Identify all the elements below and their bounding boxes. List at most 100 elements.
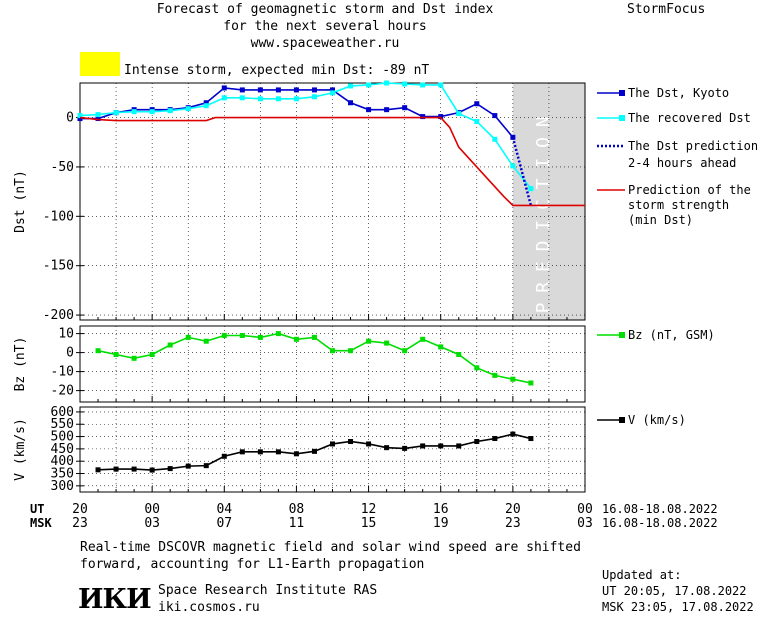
website-link[interactable]: www.spaceweather.ru (250, 36, 400, 51)
x-tick-label-ut: 16 (433, 502, 449, 517)
x-tick-label-ut: 20 (72, 502, 88, 517)
data-point (167, 108, 173, 114)
data-point (131, 355, 137, 361)
storm-level-color-box (80, 52, 120, 76)
data-point (257, 334, 263, 340)
y-tick-label: 550 (51, 417, 74, 432)
data-point (185, 334, 191, 340)
series-line-prediction-of-the-storm-strength-min-dst (79, 116, 585, 207)
prediction-label-char: O (533, 137, 554, 148)
data-point (77, 113, 83, 119)
x-tick-label-ut: 00 (144, 502, 160, 517)
data-point (131, 466, 137, 472)
data-point (492, 113, 498, 119)
x-tick-label-ut: 04 (216, 502, 232, 517)
data-point (366, 107, 372, 113)
y-tick-label: 500 (51, 430, 74, 445)
iki-logo: ИКИ (78, 584, 152, 615)
data-point (348, 348, 354, 354)
data-point (366, 441, 372, 447)
data-point (221, 95, 227, 101)
data-point (131, 109, 137, 115)
data-point (293, 451, 299, 457)
prediction-label-char: E (533, 261, 554, 272)
y-tick-label: -10 (51, 365, 74, 380)
x-tick-label-msk: 15 (361, 516, 377, 531)
brand-name: StormFocus (627, 2, 706, 17)
y-tick-label: 10 (58, 327, 74, 342)
footer-note-line1: Real-time DSCOVR magnetic field and sola… (80, 540, 581, 555)
legend-bz: Bz (nT, GSM) (628, 328, 715, 342)
data-point (402, 445, 408, 451)
y-axis-label: V (km/s) (13, 418, 28, 481)
x-tick-label-ut: 08 (289, 502, 305, 517)
footer-note-line2: forward, accounting for L1-Earth propaga… (80, 557, 425, 572)
data-point (420, 114, 426, 120)
data-point (95, 348, 101, 354)
data-point (257, 96, 263, 102)
prediction-label-char: T (533, 178, 554, 189)
storm-status-text: Intense storm, expected min Dst: -89 nT (124, 63, 430, 78)
data-point (528, 436, 534, 442)
legend-swatch-bz-marker (619, 332, 625, 338)
data-point (77, 116, 83, 122)
legend-swatch-dst-kyoto-marker (619, 90, 625, 96)
data-point (366, 338, 372, 344)
data-point (257, 87, 263, 93)
data-point (113, 110, 119, 116)
data-point (348, 100, 354, 106)
data-point (185, 463, 191, 469)
x-tick-label-msk: 23 (505, 516, 521, 531)
data-point (402, 105, 408, 111)
prediction-label-char: C (533, 199, 554, 210)
legend-strength-3: (min Dst) (628, 213, 694, 227)
legend-dst-kyoto: The Dst, Kyoto (628, 86, 730, 100)
data-point (167, 342, 173, 348)
data-point (384, 445, 390, 451)
data-point (149, 467, 155, 473)
data-point (384, 107, 390, 113)
x-tick-label-ut: 20 (505, 502, 521, 517)
data-point (366, 82, 372, 88)
institute-site-link[interactable]: iki.cosmos.ru (158, 600, 260, 615)
data-point (221, 453, 227, 459)
updated-msk: MSK 23:05, 17.08.2022 (602, 600, 754, 614)
data-point (293, 96, 299, 102)
data-point (510, 376, 516, 382)
legend-swatch-v-marker (619, 417, 625, 423)
x-tick-label-msk: 03 (144, 516, 160, 531)
y-tick-label: 0 (66, 111, 74, 126)
data-point (221, 333, 227, 338)
series-line-bz-nt-gsm (97, 332, 532, 384)
prediction-label-char: I (533, 220, 554, 231)
institute-name: Space Research Institute RAS (158, 583, 378, 598)
x-tick-label-msk: 03 (577, 516, 593, 531)
y-axis-label: Dst (nT) (13, 170, 28, 233)
data-point (492, 136, 498, 142)
y-axis-label: Bz (nT) (13, 337, 28, 392)
data-point (95, 467, 101, 473)
y-tick-label: -200 (43, 308, 74, 323)
x-tick-label-msk: 07 (216, 516, 232, 531)
y-tick-label: 0 (66, 346, 74, 361)
y-tick-label: -20 (51, 384, 74, 399)
data-point (438, 443, 444, 449)
data-point (348, 83, 354, 89)
data-point (456, 111, 462, 117)
legend-strength-1: Prediction of the (628, 183, 751, 197)
msk-row-label: MSK (30, 516, 52, 530)
x-tick-label-msk: 19 (433, 516, 449, 531)
data-point (402, 348, 408, 354)
data-point (510, 163, 516, 169)
data-point (474, 438, 480, 444)
data-point (492, 372, 498, 378)
data-point (420, 82, 426, 88)
data-point (275, 449, 281, 455)
x-tick-label-ut: 12 (361, 502, 377, 517)
prediction-label-char: N (533, 116, 554, 127)
prediction-label-char: I (533, 158, 554, 169)
data-point (438, 344, 444, 350)
data-point (330, 441, 335, 447)
data-point (438, 82, 444, 88)
